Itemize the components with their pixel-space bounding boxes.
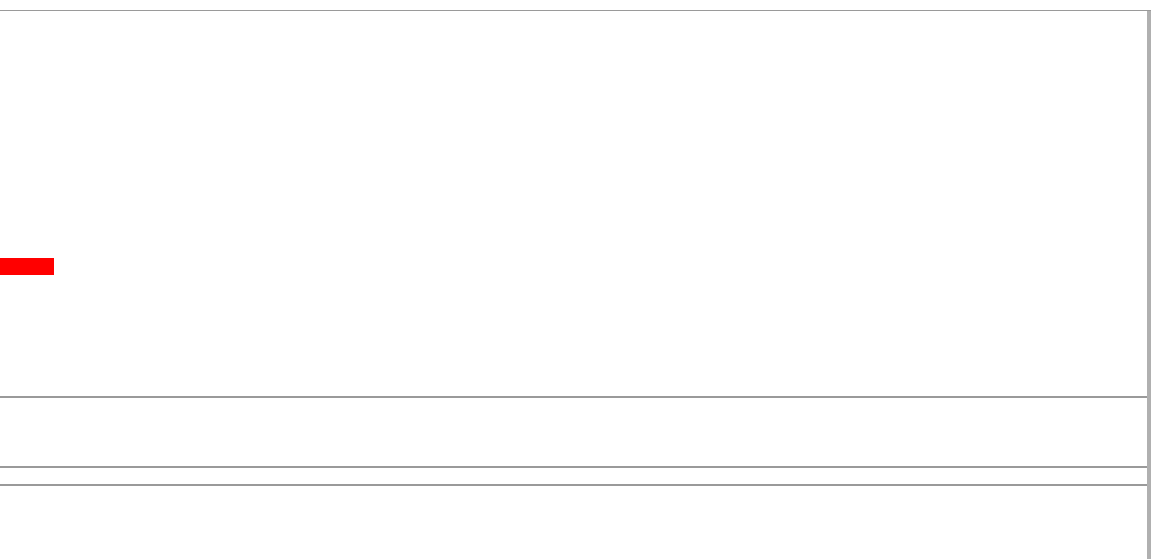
price-chart-svg — [0, 11, 1151, 395]
macd-panel[interactable] — [0, 475, 1151, 559]
macd-legend-separator — [0, 484, 1151, 486]
volume-chart-svg — [0, 398, 1151, 466]
macd-chart-svg — [0, 475, 1151, 559]
volume-panel-separator — [0, 396, 1151, 398]
price-panel[interactable] — [0, 11, 1151, 395]
current-price-tag — [0, 258, 54, 275]
date-axis — [0, 0, 1151, 11]
right-edge-scrollbar[interactable] — [1147, 11, 1151, 559]
volume-panel[interactable] — [0, 398, 1151, 466]
macd-panel-separator — [0, 466, 1151, 468]
axis-rule — [0, 10, 1151, 11]
